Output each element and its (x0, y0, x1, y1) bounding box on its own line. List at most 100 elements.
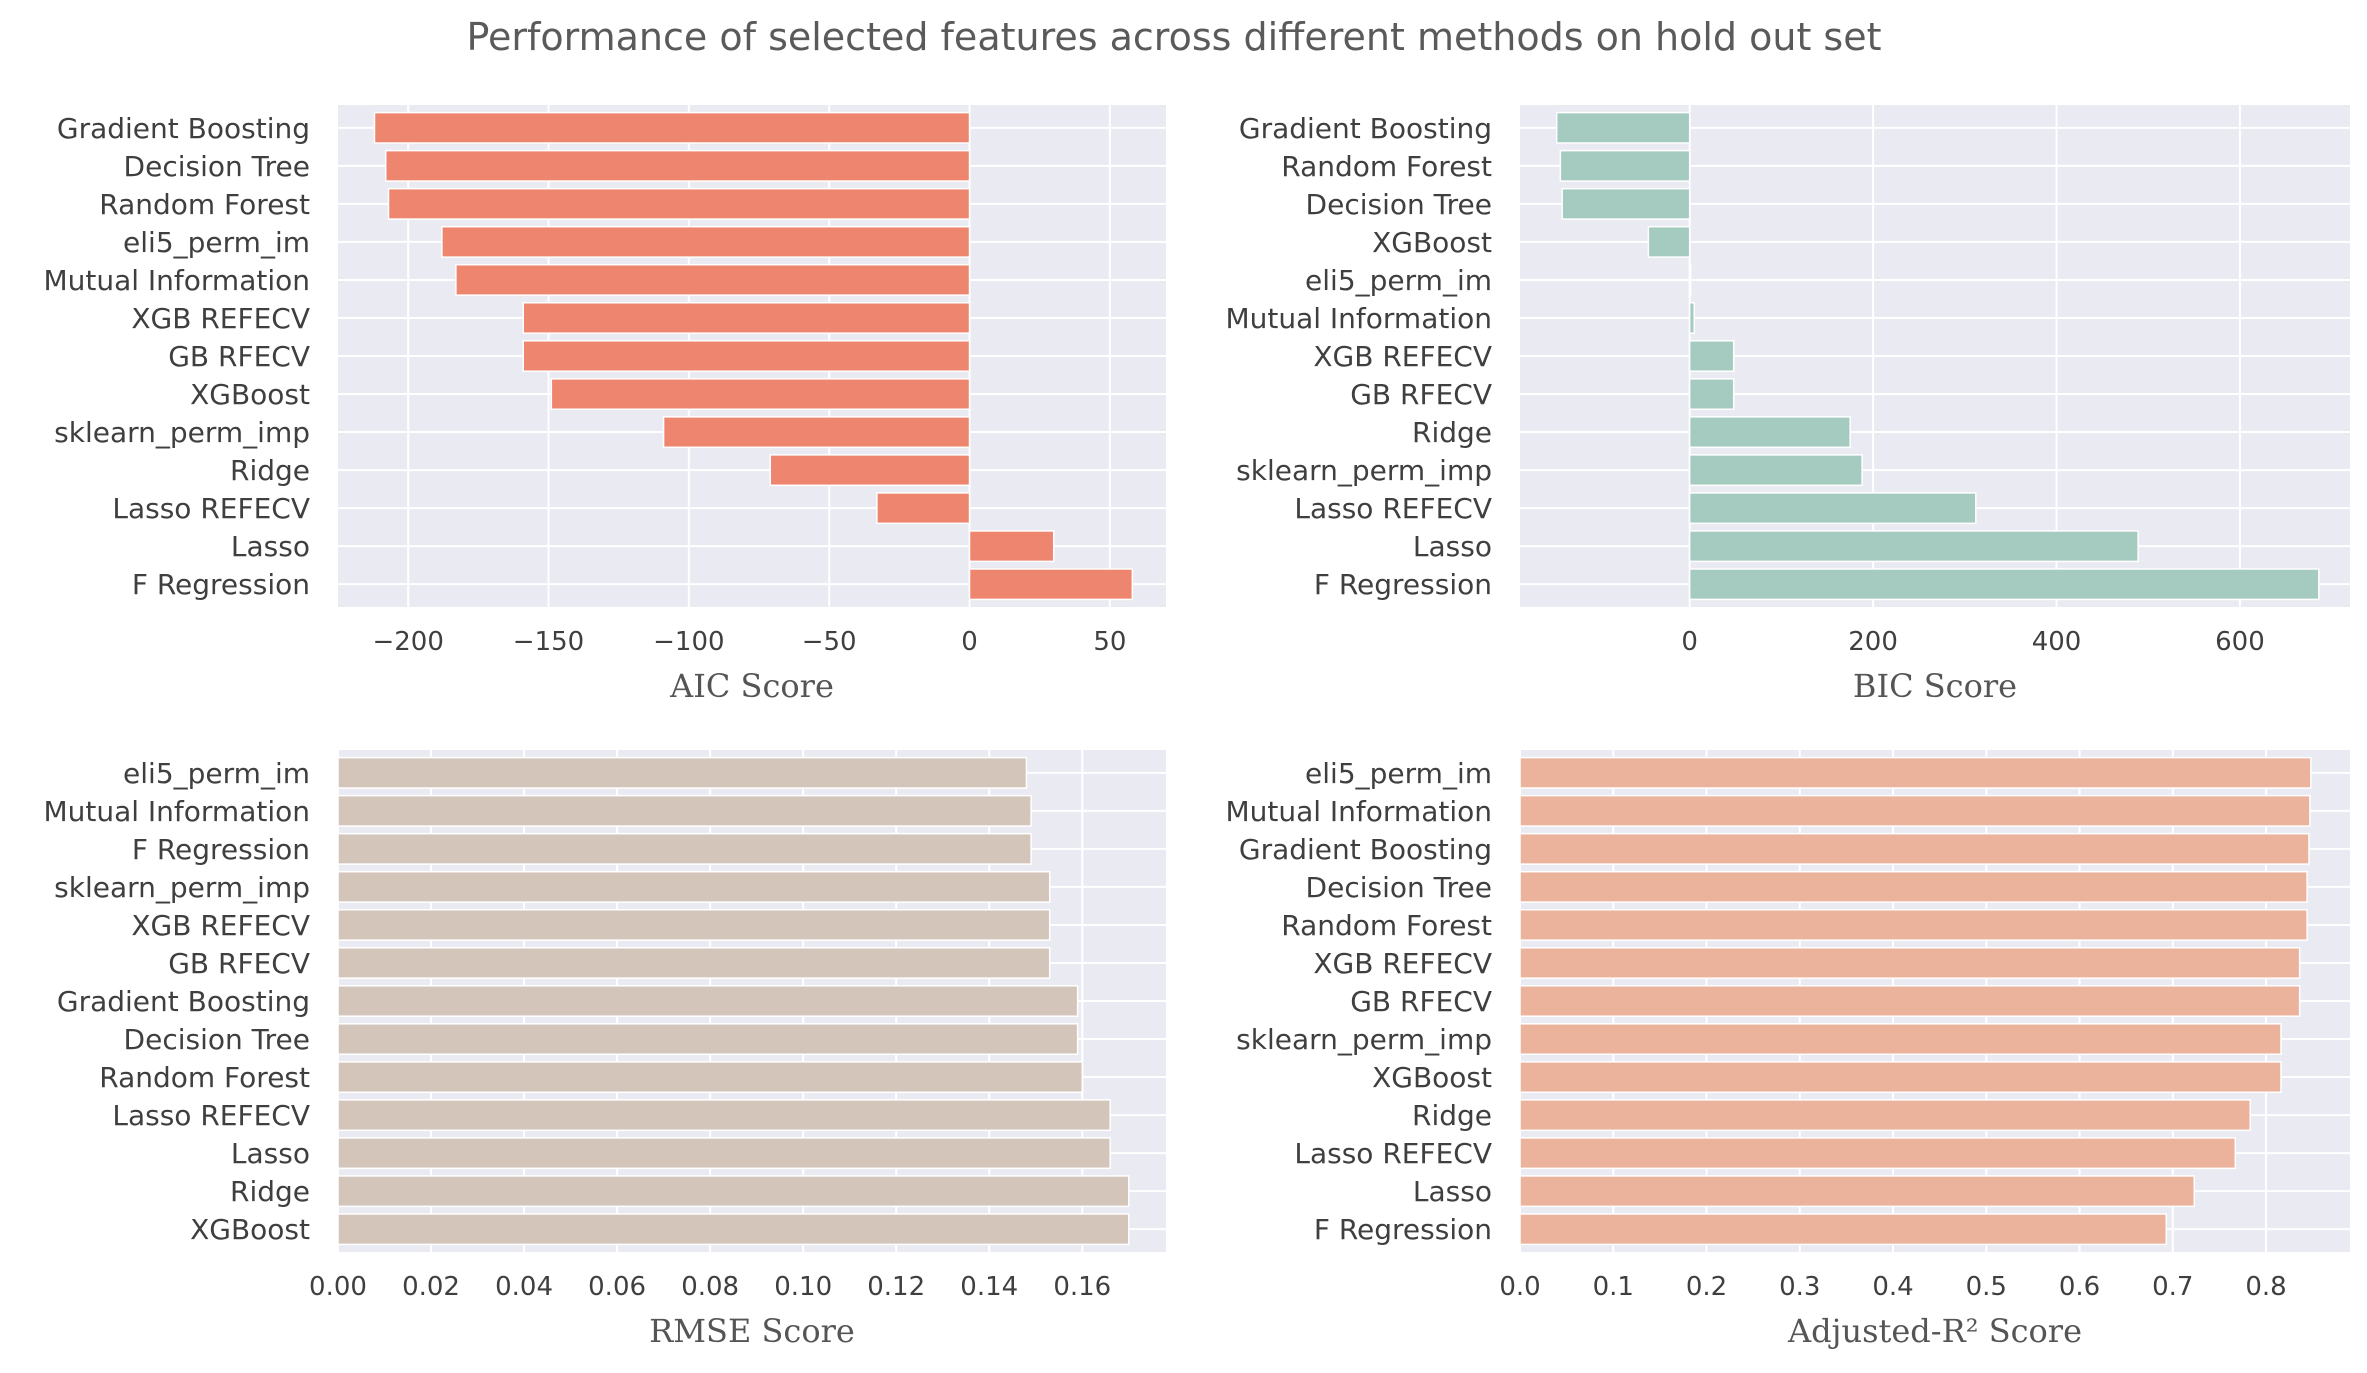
y-tick-label: Lasso REFECV (1294, 492, 1492, 525)
y-tick-label: Decision Tree (124, 1023, 310, 1056)
y-tick-label: GB RFECV (1350, 985, 1492, 1018)
bar (1519, 1061, 2282, 1094)
y-tick-label: Mutual Information (1225, 302, 1492, 335)
bar (1555, 111, 1691, 144)
y-tick-label: Lasso REFECV (112, 1099, 310, 1132)
y-tick-label: Random Forest (1281, 909, 1492, 942)
x-tick-label: −100 (653, 627, 724, 657)
bar (1519, 756, 2312, 789)
x-tick-label: 0.6 (2059, 1272, 2100, 1302)
x-tick-label: 0.16 (1053, 1272, 1111, 1302)
y-tick-label: Ridge (1412, 416, 1492, 449)
bar (455, 263, 971, 296)
x-tick-label: 0.12 (867, 1272, 925, 1302)
y-tick-label: Random Forest (99, 1061, 310, 1094)
y-tick-label: Lasso REFECV (1294, 1137, 1492, 1170)
x-tick-label: 200 (1848, 627, 1898, 657)
y-tick-label: F Regression (1314, 568, 1492, 601)
x-axis-label: AIC Score (669, 667, 834, 705)
bar (337, 1175, 1130, 1208)
bar (337, 870, 1051, 903)
bar (337, 1061, 1084, 1094)
y-tick-label: F Regression (132, 568, 310, 601)
y-tick-label: XGB REFECV (131, 909, 310, 942)
bar (1519, 908, 2308, 941)
x-tick-label: −150 (513, 627, 584, 657)
x-tick-label: 0.14 (960, 1272, 1018, 1302)
bar (337, 947, 1051, 979)
bar (337, 1023, 1079, 1055)
y-tick-label: F Regression (1314, 1213, 1492, 1246)
bar (1519, 870, 2308, 903)
y-tick-label: sklearn_perm_imp (1236, 454, 1492, 487)
bar (387, 187, 971, 220)
y-tick-label: eli5_perm_im (1305, 757, 1492, 790)
bar (876, 492, 971, 525)
bar (1519, 832, 2310, 865)
bar (1559, 149, 1691, 182)
bar (1688, 416, 1851, 449)
y-tick-label: XGBoost (190, 378, 310, 411)
bar (384, 149, 971, 182)
y-tick-label: XGBoost (190, 1213, 310, 1246)
bar (1647, 225, 1691, 258)
x-tick-label: 0 (961, 627, 978, 657)
y-tick-label: Gradient Boosting (1239, 833, 1492, 866)
bar (1688, 454, 1863, 487)
x-tick-label: 50 (1093, 627, 1126, 657)
bar (1688, 340, 1735, 372)
y-tick-label: Random Forest (99, 188, 310, 221)
bar (1688, 530, 2139, 563)
x-axis-label: Adjusted-R² Score (1787, 1312, 2082, 1350)
x-tick-label: 0.0 (1499, 1272, 1540, 1302)
y-tick-label: Ridge (230, 454, 310, 487)
bar (1688, 568, 2320, 601)
y-tick-label: Gradient Boosting (57, 112, 310, 145)
y-tick-label: Ridge (230, 1175, 310, 1208)
y-tick-label: GB RFECV (168, 947, 310, 980)
bar (337, 1099, 1111, 1132)
bar (1519, 985, 2301, 1017)
x-tick-label: 0.02 (402, 1272, 460, 1302)
y-tick-label: Lasso (1413, 530, 1492, 563)
bar (550, 378, 971, 410)
y-tick-label: eli5_perm_im (123, 226, 310, 259)
x-tick-label: 0.08 (681, 1272, 739, 1302)
x-tick-label: 0.06 (588, 1272, 646, 1302)
x-tick-label: 0.7 (2152, 1272, 2193, 1302)
y-tick-label: Mutual Information (43, 264, 310, 297)
bar (337, 1213, 1130, 1246)
bar (337, 985, 1079, 1017)
y-tick-label: sklearn_perm_imp (54, 416, 310, 449)
y-tick-label: Decision Tree (1306, 871, 1492, 904)
y-tick-label: Gradient Boosting (57, 985, 310, 1018)
y-tick-label: eli5_perm_im (123, 757, 310, 790)
bar (968, 530, 1055, 563)
bar (1688, 492, 1977, 525)
x-tick-label: 0.3 (1779, 1272, 1820, 1302)
x-tick-label: 0.10 (774, 1272, 832, 1302)
y-tick-label: Decision Tree (124, 150, 310, 183)
y-tick-label: Lasso (231, 1137, 310, 1170)
y-tick-label: sklearn_perm_imp (54, 871, 310, 904)
bar (337, 794, 1032, 827)
y-tick-label: Lasso (1413, 1175, 1492, 1208)
x-tick-label: 0.5 (1966, 1272, 2007, 1302)
bar (1519, 1213, 2168, 1246)
x-tick-label: 0 (1681, 627, 1698, 657)
y-tick-label: F Regression (132, 833, 310, 866)
x-axis-label: RMSE Score (649, 1312, 855, 1350)
x-tick-label: 600 (2215, 627, 2265, 657)
adjusted-r2-score-chart: eli5_perm_im Mutual Information Gradient B… (1225, 750, 2350, 1350)
y-tick-label: GB RFECV (168, 340, 310, 373)
y-tick-label: Mutual Information (43, 795, 310, 828)
bar (337, 1137, 1111, 1170)
x-tick-label: 0.00 (309, 1272, 367, 1302)
bar (337, 832, 1032, 865)
x-tick-label: 400 (2032, 627, 2082, 657)
bar (373, 111, 971, 144)
x-tick-label: −200 (372, 627, 443, 657)
bar (337, 908, 1051, 941)
y-tick-label: Lasso REFECV (112, 492, 310, 525)
